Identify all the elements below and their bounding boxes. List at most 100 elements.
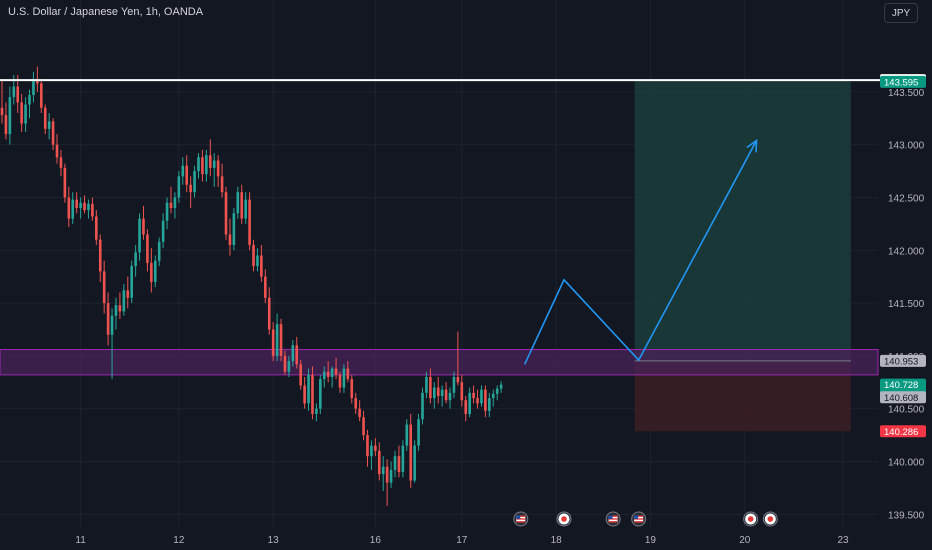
projection-path[interactable] xyxy=(523,140,758,365)
candle-body xyxy=(299,364,302,386)
x-tick-label: 11 xyxy=(75,535,86,546)
candle-body xyxy=(448,392,452,401)
candle-body xyxy=(16,86,20,103)
candle xyxy=(201,149,204,182)
flag-stripe xyxy=(634,518,644,520)
candle-body xyxy=(240,192,244,219)
price-label-text: 143.595 xyxy=(884,77,918,88)
candle-body xyxy=(495,388,499,394)
candle xyxy=(456,331,460,386)
candle xyxy=(212,153,216,187)
candle-body xyxy=(59,157,63,168)
candle-body xyxy=(452,376,456,393)
jp-event-icon[interactable] xyxy=(743,511,759,527)
us-flag-event-icon[interactable] xyxy=(605,511,621,527)
x-tick-label: 18 xyxy=(551,535,563,546)
candle-body xyxy=(79,202,82,209)
candle-body xyxy=(397,456,401,473)
flag-stripe xyxy=(516,515,526,517)
flag-canton xyxy=(516,515,521,519)
candle xyxy=(295,336,299,369)
candle xyxy=(346,361,350,383)
candle-body xyxy=(142,218,145,235)
candle xyxy=(409,413,413,488)
price-label: 143.595 xyxy=(880,75,926,88)
candle-body xyxy=(161,220,165,242)
candle-body xyxy=(71,199,75,219)
candle-body xyxy=(417,419,420,446)
candle xyxy=(51,118,55,150)
candle-body xyxy=(319,379,322,409)
candle xyxy=(267,287,271,335)
candle xyxy=(385,459,389,506)
candle xyxy=(47,112,51,140)
candle xyxy=(138,213,141,261)
jp-flag-dot xyxy=(747,516,754,522)
candle-body xyxy=(303,385,306,404)
drawings[interactable] xyxy=(0,79,880,365)
candle xyxy=(240,184,244,224)
candle xyxy=(480,385,483,407)
candle xyxy=(4,102,8,140)
candle xyxy=(122,284,126,316)
candle-body xyxy=(126,290,130,298)
candle-body xyxy=(55,144,59,158)
candle xyxy=(150,248,153,293)
candle xyxy=(319,374,322,414)
candle xyxy=(130,260,133,304)
y-tick-label: 143.500 xyxy=(888,88,925,99)
candle-body xyxy=(224,192,228,235)
candle-body xyxy=(189,184,192,193)
candle xyxy=(205,149,208,182)
projection-arrowhead[interactable] xyxy=(746,138,758,153)
candle xyxy=(220,163,224,198)
candle-body xyxy=(484,389,487,411)
price-axis[interactable]: 143.500143.000142.500142.000141.500141.0… xyxy=(880,0,932,550)
candle-body xyxy=(24,104,27,124)
candle xyxy=(433,382,436,409)
us-flag-event-icon[interactable] xyxy=(513,511,529,527)
candle-body xyxy=(326,371,330,377)
candle-body xyxy=(232,213,236,245)
overlay-zones xyxy=(0,80,879,432)
currency-button[interactable]: JPY xyxy=(884,3,918,23)
us-flag-event-icon[interactable] xyxy=(631,511,647,527)
candle xyxy=(32,71,35,103)
candle-body xyxy=(421,392,424,420)
candle xyxy=(0,79,4,124)
candle-body xyxy=(370,445,373,457)
candle-body xyxy=(193,171,196,193)
time-axis[interactable]: 11 12 13 16 17 18 19 20 23 xyxy=(0,528,932,550)
event-icons[interactable] xyxy=(513,511,778,527)
price-label-box xyxy=(880,75,926,88)
candle xyxy=(91,197,94,221)
candle-body xyxy=(169,202,173,209)
candle xyxy=(472,385,475,404)
candle xyxy=(142,205,145,240)
candle-body xyxy=(491,393,495,399)
candle xyxy=(303,376,306,409)
jp-flag-dot xyxy=(767,516,774,522)
candle xyxy=(413,440,416,483)
candles xyxy=(0,66,503,506)
candle-body xyxy=(429,376,432,399)
candle xyxy=(232,208,236,251)
candle xyxy=(224,186,228,240)
candle-body xyxy=(334,368,338,375)
candle xyxy=(43,104,47,135)
candle xyxy=(425,371,428,399)
jp-event-icon[interactable] xyxy=(556,511,572,527)
support-zone xyxy=(0,349,879,376)
flag-stripe xyxy=(634,515,644,517)
candle-body xyxy=(409,424,413,481)
candle xyxy=(55,134,59,164)
candle xyxy=(228,218,232,256)
candle xyxy=(236,186,240,219)
jp-event-icon[interactable] xyxy=(762,511,778,527)
symbol-title: U.S. Dollar / Japanese Yen, 1h, OANDA xyxy=(8,6,204,18)
candle-body xyxy=(28,95,31,105)
candle xyxy=(102,260,106,314)
candle xyxy=(495,385,499,401)
candle xyxy=(59,149,63,177)
